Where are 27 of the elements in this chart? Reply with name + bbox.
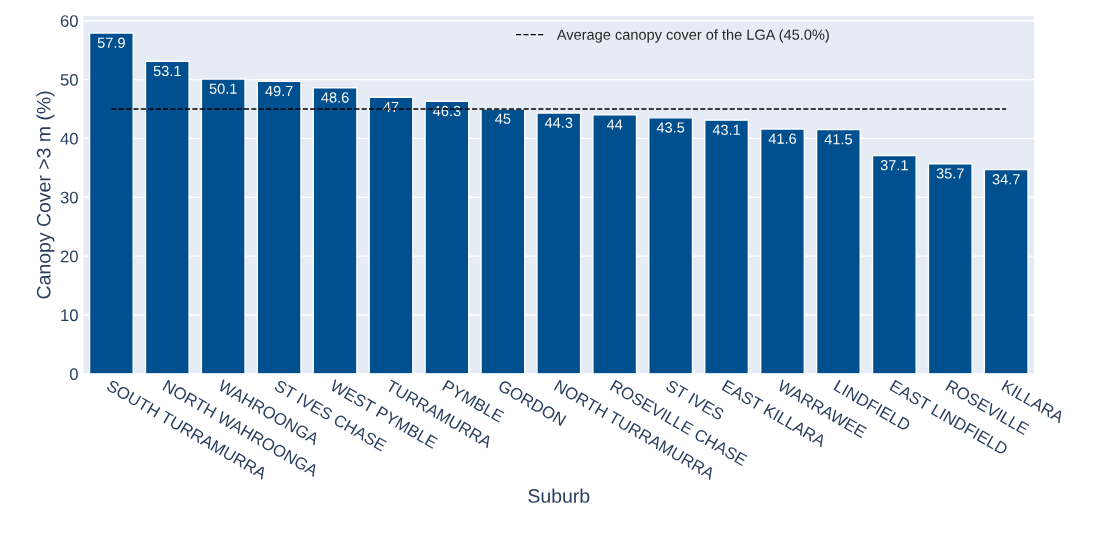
- y-tick-label: 50: [60, 73, 78, 86]
- data-label: 44: [606, 119, 623, 130]
- data-label: 48.6: [321, 92, 349, 103]
- y-tick-label: 20: [60, 250, 78, 263]
- data-label: 34.7: [992, 174, 1020, 185]
- y-tick-label: 0: [69, 368, 78, 380]
- y-tick-label: 60: [60, 15, 78, 27]
- y-tick-label: 30: [60, 191, 78, 204]
- data-label: 45: [495, 113, 511, 124]
- legend-label: Average canopy cover of the LGA (45.0%): [556, 29, 829, 43]
- y-tick-label: 40: [60, 132, 78, 145]
- data-label: 50.1: [209, 83, 237, 94]
- y-axis-title: Canopy Cover >3 m (%): [36, 91, 55, 299]
- data-label: 35.7: [936, 168, 964, 179]
- x-axis-title: Suburb: [528, 488, 590, 503]
- data-label: 41.6: [768, 133, 797, 144]
- data-label: 44.3: [544, 117, 573, 128]
- data-label: 49.7: [265, 85, 293, 97]
- data-label: 46.3: [433, 105, 461, 117]
- data-label: 41.5: [824, 134, 852, 145]
- y-tick-label: 10: [61, 309, 78, 322]
- data-label: 43.5: [656, 122, 685, 133]
- data-label: 57.9: [97, 37, 125, 48]
- data-label: 53.1: [153, 65, 181, 77]
- data-label: 37.1: [880, 159, 908, 171]
- data-label: 43.1: [712, 124, 741, 136]
- data-label: 47: [383, 101, 399, 112]
